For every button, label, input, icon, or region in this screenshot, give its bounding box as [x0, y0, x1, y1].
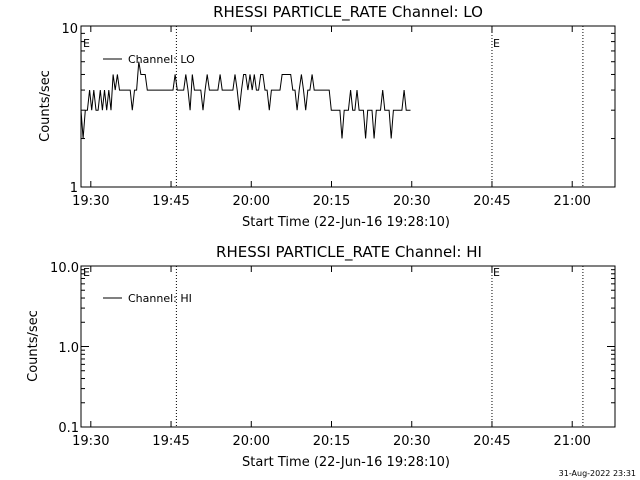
- lo-x-ticks: 19:30 19:45 20:00 20:15 20:30 20:45 21:00: [72, 26, 615, 209]
- panel-lo: RHESSI PARTICLE_RATE Channel: LO Counts/…: [38, 3, 616, 230]
- x-tick-label-0: 19:30: [72, 194, 109, 209]
- hi-legend-label: Channel: HI: [128, 292, 192, 305]
- hi-corner-label: E: [83, 266, 90, 279]
- lo-marker-label-e: E: [493, 37, 500, 50]
- panel-hi: RHESSI PARTICLE_RATE Channel: HI Counts/…: [26, 243, 616, 470]
- hi-x-ticks: 19:30 19:45 20:00 20:15 20:30 20:45 21:00: [72, 266, 615, 449]
- x-tick-label-6: 21:00: [553, 434, 590, 449]
- hi-marker-lines: [175, 266, 584, 427]
- hi-y-axis-label: Counts/sec: [26, 310, 41, 382]
- x-tick-label-3: 20:15: [313, 194, 350, 209]
- lo-x-axis-label: Start Time (22-Jun-16 19:28:10): [242, 215, 450, 230]
- lo-plot-frame: [80, 25, 616, 188]
- hi-plot-frame: [80, 265, 616, 428]
- lo-corner-label: E: [83, 37, 90, 50]
- hi-marker-label-e: E: [493, 266, 500, 279]
- hi-y-tick-mid: 1.0: [58, 341, 79, 356]
- footer-timestamp: 31-Aug-2022 23:31: [559, 469, 636, 478]
- lo-marker-lines: [175, 26, 584, 187]
- x-tick-label-2: 20:00: [233, 194, 270, 209]
- x-tick-label-5: 20:45: [473, 434, 510, 449]
- x-tick-label-1: 19:45: [152, 194, 189, 209]
- hi-y-tick-bottom: 0.1: [58, 421, 79, 436]
- lo-chart-title: RHESSI PARTICLE_RATE Channel: LO: [213, 3, 483, 22]
- lo-series-line: [80, 61, 411, 139]
- x-tick-label-1: 19:45: [152, 434, 189, 449]
- hi-chart-title: RHESSI PARTICLE_RATE Channel: HI: [216, 243, 482, 262]
- lo-legend-label: Channel: LO: [128, 53, 195, 66]
- lo-y-tick-top: 10: [61, 22, 78, 37]
- hi-legend: Channel: HI: [103, 292, 192, 305]
- x-tick-label-0: 19:30: [72, 434, 109, 449]
- hi-y-tick-top: 10.0: [50, 261, 79, 276]
- x-tick-label-6: 21:00: [553, 194, 590, 209]
- x-tick-label-2: 20:00: [233, 434, 270, 449]
- x-tick-label-3: 20:15: [313, 434, 350, 449]
- lo-y-tick-bottom: 1: [70, 181, 78, 196]
- lo-legend: Channel: LO: [103, 53, 195, 66]
- x-tick-label-4: 20:30: [393, 194, 430, 209]
- x-tick-label-4: 20:30: [393, 434, 430, 449]
- x-tick-label-5: 20:45: [473, 194, 510, 209]
- lo-y-axis-label: Counts/sec: [38, 70, 53, 142]
- hi-x-axis-label: Start Time (22-Jun-16 19:28:10): [242, 455, 450, 470]
